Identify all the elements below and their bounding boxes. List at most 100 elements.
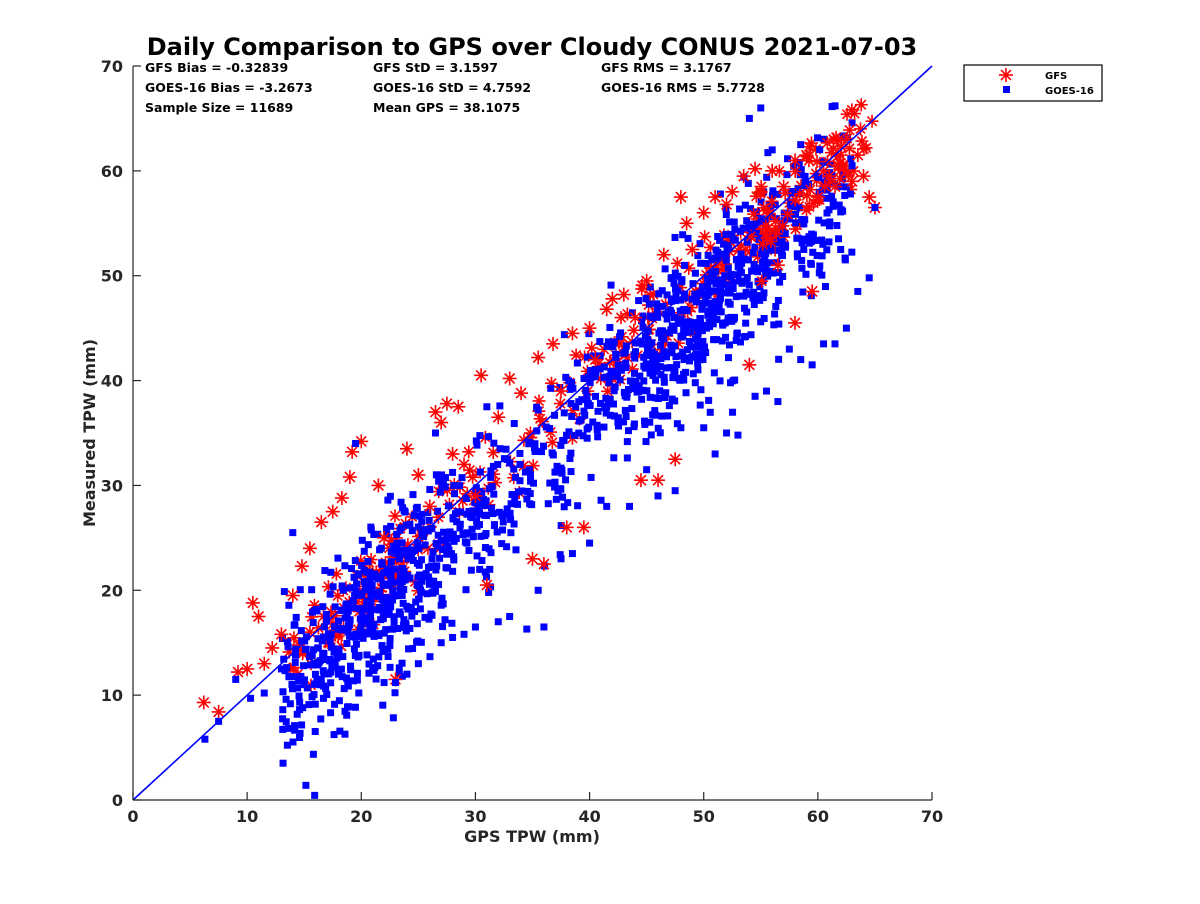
goes16-cloud-point bbox=[389, 714, 397, 722]
goes16-cloud-point bbox=[395, 608, 403, 616]
goes16-cloud-point bbox=[564, 499, 572, 507]
goes16-point bbox=[414, 660, 422, 668]
goes16-cloud-point bbox=[816, 146, 824, 154]
goes16-cloud-point bbox=[635, 382, 643, 390]
goes16-cloud-point bbox=[606, 323, 614, 331]
goes16-cloud-point bbox=[358, 620, 366, 628]
gfs-cloud-point bbox=[569, 348, 583, 362]
goes16-cloud-point bbox=[713, 254, 721, 262]
goes16-cloud-point bbox=[733, 330, 741, 338]
goes16-point bbox=[768, 146, 776, 154]
goes16-cloud-point bbox=[716, 377, 724, 385]
goes16-cloud-point bbox=[301, 676, 309, 684]
goes16-cloud-point bbox=[667, 364, 675, 372]
goes16-cloud-point bbox=[581, 411, 589, 419]
goes16-cloud-point bbox=[292, 613, 300, 621]
goes16-cloud-point bbox=[413, 503, 421, 511]
goes16-cloud-point bbox=[720, 240, 728, 248]
goes16-cloud-point bbox=[279, 634, 287, 642]
goes16-cloud-point bbox=[318, 637, 326, 645]
gfs-point bbox=[599, 302, 614, 317]
goes16-cloud-point bbox=[293, 710, 301, 718]
goes16-cloud-point bbox=[721, 272, 729, 280]
goes16-cloud-point bbox=[442, 564, 450, 572]
goes16-cloud-point bbox=[781, 229, 789, 237]
goes16-cloud-point bbox=[410, 511, 418, 519]
y-tick-label: 50 bbox=[101, 267, 123, 286]
gfs-point bbox=[342, 470, 357, 485]
goes16-cloud-point bbox=[767, 205, 775, 213]
gfs-point bbox=[474, 368, 489, 383]
goes16-cloud-point bbox=[282, 718, 290, 726]
goes16-cloud-point bbox=[300, 662, 308, 670]
goes16-point bbox=[369, 665, 377, 673]
goes16-cloud-point bbox=[390, 613, 398, 621]
goes16-cloud-point bbox=[359, 632, 367, 640]
goes16-cloud-point bbox=[360, 578, 368, 586]
goes16-cloud-point bbox=[626, 377, 634, 385]
goes16-cloud-point bbox=[643, 387, 651, 395]
goes16-cloud-point bbox=[393, 530, 401, 538]
goes16-cloud-point bbox=[681, 261, 689, 269]
goes16-cloud-point bbox=[774, 269, 782, 277]
goes16-cloud-point bbox=[565, 377, 573, 385]
goes16-cloud-point bbox=[760, 289, 768, 297]
gfs-point bbox=[325, 504, 340, 519]
goes16-cloud-point bbox=[343, 711, 351, 719]
goes16-cloud-point bbox=[424, 509, 432, 517]
goes16-cloud-point bbox=[481, 502, 489, 510]
goes16-cloud-point bbox=[413, 539, 421, 547]
goes16-cloud-point bbox=[489, 462, 497, 470]
goes16-cloud-point bbox=[434, 531, 442, 539]
goes16-cloud-point bbox=[485, 545, 493, 553]
goes16-cloud-point bbox=[792, 210, 800, 218]
gfs-cloud-point bbox=[545, 435, 559, 449]
goes16-cloud-point bbox=[560, 409, 568, 417]
goes16-cloud-point bbox=[338, 582, 346, 590]
goes16-cloud-point bbox=[292, 651, 300, 659]
goes16-cloud-point bbox=[694, 252, 702, 260]
goes16-cloud-point bbox=[551, 483, 559, 491]
goes16-cloud-point bbox=[334, 554, 342, 562]
goes16-cloud-point bbox=[425, 580, 433, 588]
goes16-cloud-point bbox=[698, 323, 706, 331]
goes16-point bbox=[677, 424, 685, 432]
goes16-cloud-point bbox=[371, 570, 379, 578]
goes16-cloud-point bbox=[339, 653, 347, 661]
goes16-cloud-point bbox=[701, 297, 709, 305]
x-tick-label: 10 bbox=[236, 807, 258, 826]
goes16-cloud-point bbox=[661, 394, 669, 402]
goes16-cloud-point bbox=[747, 331, 755, 339]
gfs-cloud-point bbox=[769, 221, 783, 235]
goes16-cloud-point bbox=[425, 615, 433, 623]
goes16-cloud-point bbox=[768, 267, 776, 275]
goes16-cloud-point bbox=[681, 294, 689, 302]
goes16-cloud-point bbox=[813, 251, 821, 259]
goes16-cloud-point bbox=[285, 672, 293, 680]
gfs-point bbox=[554, 384, 569, 399]
goes16-cloud-point bbox=[456, 520, 464, 528]
stat-gfs-bias: GFS Bias = -0.32839 bbox=[145, 60, 288, 75]
goes16-cloud-point bbox=[397, 498, 405, 506]
goes16-cloud-point bbox=[667, 349, 675, 357]
goes16-cloud-point bbox=[826, 218, 834, 226]
goes16-cloud-point bbox=[365, 660, 373, 668]
goes16-cloud-point bbox=[757, 198, 765, 206]
goes16-cloud-point bbox=[649, 372, 657, 380]
goes16-cloud-point bbox=[630, 369, 638, 377]
goes16-cloud-point bbox=[716, 280, 724, 288]
goes16-cloud-point bbox=[400, 616, 408, 624]
goes16-cloud-point bbox=[462, 495, 470, 503]
goes16-cloud-point bbox=[575, 429, 583, 437]
goes16-cloud-point bbox=[715, 304, 723, 312]
goes16-cloud-point bbox=[600, 423, 608, 431]
goes16-cloud-point bbox=[706, 408, 714, 416]
goes16-cloud-point bbox=[705, 396, 713, 404]
gfs-point bbox=[399, 441, 414, 456]
gfs-point bbox=[428, 405, 443, 420]
goes16-cloud-point bbox=[580, 375, 588, 383]
goes16-cloud-point bbox=[670, 313, 678, 321]
goes16-cloud-point bbox=[537, 448, 545, 456]
goes16-cloud-point bbox=[389, 587, 397, 595]
goes16-cloud-point bbox=[621, 348, 629, 356]
